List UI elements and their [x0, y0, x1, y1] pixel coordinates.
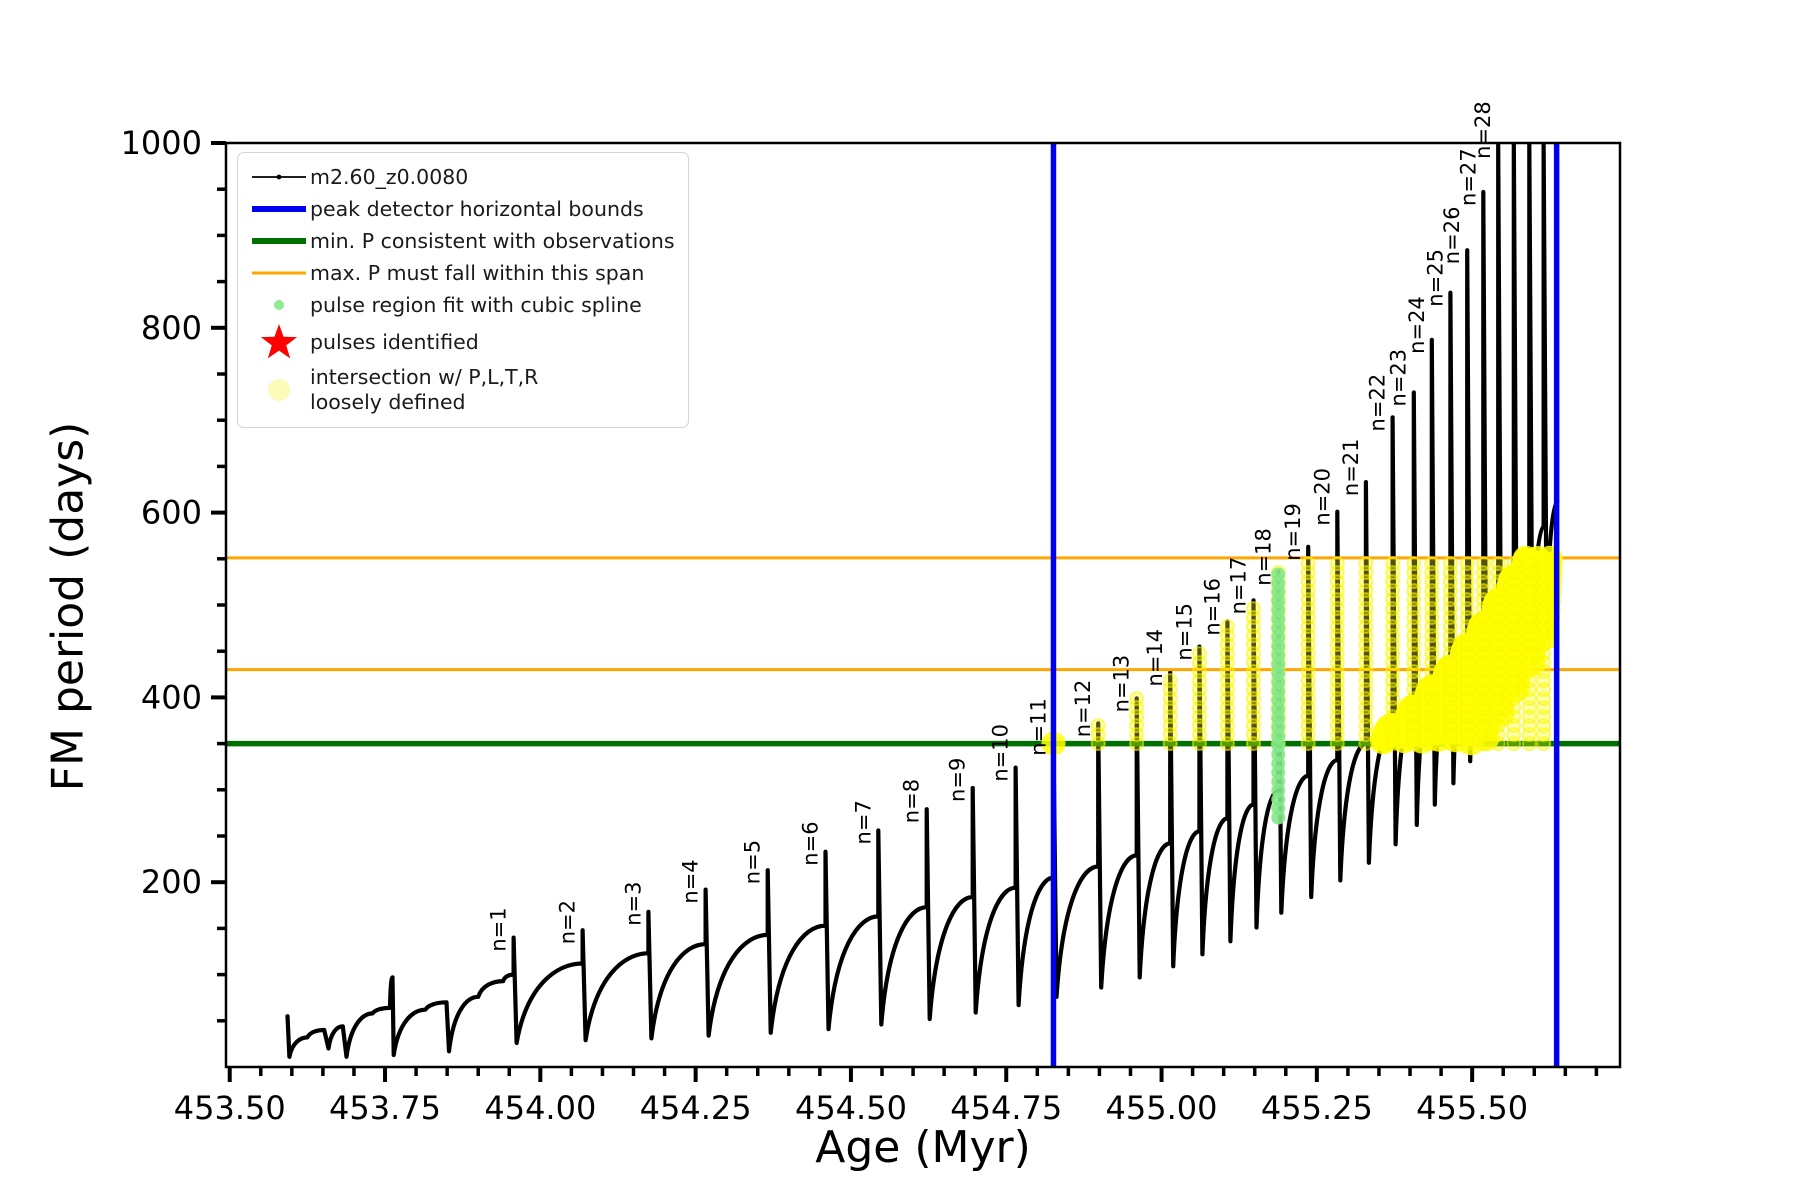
legend-item-series: m2.60_z0.0080: [248, 161, 676, 193]
legend-label: intersection w/ P,L,T,R loosely defined: [310, 365, 538, 415]
x-tick-label: 454.50: [795, 1089, 907, 1127]
legend-item-peak-bounds: peak detector horizontal bounds: [248, 193, 676, 225]
legend-label: m2.60_z0.0080: [310, 164, 469, 189]
legend-item-intersection: intersection w/ P,L,T,R loosely defined: [248, 363, 676, 417]
spline-fit-markers: [1271, 567, 1286, 825]
pulse-label: n=16: [1200, 578, 1224, 636]
pulse-label: n=27: [1456, 148, 1480, 206]
x-tick-label: 454.25: [640, 1089, 752, 1127]
pulse-label: n=12: [1071, 680, 1095, 738]
pulse-label: n=23: [1387, 349, 1411, 407]
x-tick-label: 454.75: [950, 1089, 1062, 1127]
pulse-label: n=2: [556, 900, 580, 944]
legend-item-max-p: max. P must fall within this span: [248, 257, 676, 289]
axis-ticks: 453.50 453.75 454.00 454.25 454.50 454.75 455.…: [121, 124, 1599, 1127]
paleyellow-dot-swatch: [248, 369, 310, 411]
pulse-label: n=1: [487, 907, 511, 951]
lightgreen-dot-swatch: [248, 295, 310, 315]
pulse-label: n=4: [679, 859, 703, 903]
pulse-label: n=3: [621, 881, 645, 925]
legend-label: max. P must fall within this span: [310, 260, 645, 285]
pulse-label: n=24: [1405, 296, 1429, 354]
pulse-label: n=6: [798, 821, 822, 865]
legend-label-line1: intersection w/ P,L,T,R: [310, 365, 539, 389]
pulse-label: n=7: [851, 800, 875, 844]
legend-item-min-p: min. P consistent with observations: [248, 225, 676, 257]
orange-line-swatch: [248, 263, 310, 283]
pulse-label: n=22: [1366, 374, 1390, 432]
pulse-label: n=11: [1026, 698, 1050, 756]
legend-label: min. P consistent with observations: [310, 228, 675, 253]
x-axis-title: Age (Myr): [815, 1122, 1031, 1173]
x-tick-label: 455.25: [1261, 1089, 1373, 1127]
pulse-label: n=26: [1440, 207, 1464, 265]
y-tick-label: 1000: [121, 124, 202, 162]
x-tick-label: 455.00: [1106, 1089, 1218, 1127]
legend: m2.60_z0.0080 peak detector horizontal b…: [237, 152, 689, 428]
legend-item-pulses: pulses identified: [248, 321, 676, 363]
pulse-label: n=17: [1226, 557, 1250, 615]
pulse-label: n=20: [1310, 468, 1334, 526]
blue-line-swatch: [248, 199, 310, 219]
pulse-label: n=14: [1143, 629, 1167, 687]
pulse-label: n=8: [900, 779, 924, 823]
pulse-label: n=9: [946, 758, 970, 802]
pulse-label: n=28: [1471, 101, 1495, 159]
pulse-label: n=5: [741, 840, 765, 884]
y-tick-label: 600: [141, 494, 202, 532]
legend-label-line2: loosely defined: [310, 390, 466, 414]
pulse-label: n=15: [1172, 603, 1196, 661]
legend-label: peak detector horizontal bounds: [310, 196, 644, 221]
pulse-label: n=25: [1423, 249, 1447, 307]
pulse-label: n=18: [1251, 528, 1275, 586]
x-tick-label: 453.75: [329, 1089, 441, 1127]
legend-label: pulse region fit with cubic spline: [310, 292, 642, 317]
y-tick-label: 400: [141, 678, 202, 716]
x-tick-label: 455.50: [1416, 1089, 1528, 1127]
pulse-label: n=21: [1339, 438, 1363, 496]
legend-item-spline: pulse region fit with cubic spline: [248, 289, 676, 321]
green-line-swatch: [248, 231, 310, 251]
pulse-label: n=10: [989, 724, 1013, 782]
y-axis-title: FM period (days): [42, 421, 94, 792]
black-line-dot-swatch: [248, 167, 310, 187]
intersection-small-markers: [1090, 556, 1552, 752]
red-star-icon: [248, 321, 310, 363]
x-tick-label: 453.50: [174, 1089, 286, 1127]
pulse-label: n=13: [1110, 655, 1134, 713]
legend-label: pulses identified: [310, 329, 479, 354]
y-tick-label: 200: [141, 863, 202, 901]
x-tick-label: 454.00: [484, 1089, 596, 1127]
pulse-label: n=19: [1281, 503, 1305, 561]
y-tick-label: 800: [141, 309, 202, 347]
